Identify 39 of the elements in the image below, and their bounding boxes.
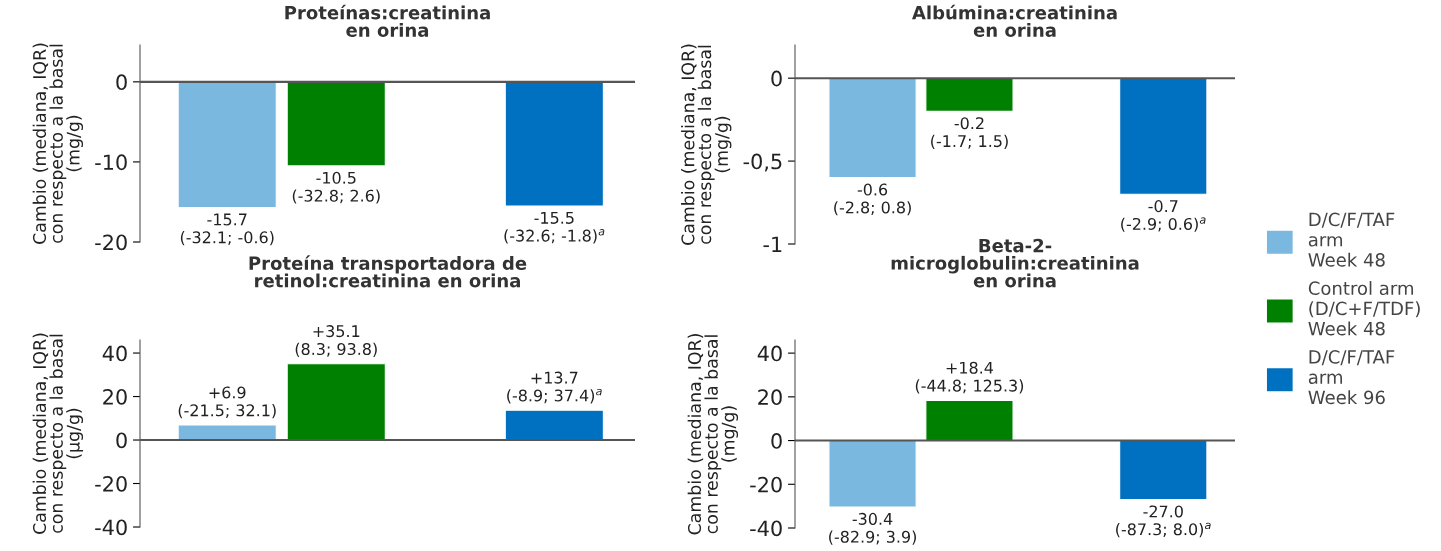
chart-title: Beta-2- microglobulin:creatinina en orina — [891, 238, 1139, 288]
y-tick-label: -40 — [750, 520, 782, 537]
y-tick-label: -20 — [95, 475, 127, 492]
y-tick-label: 40 — [757, 345, 782, 362]
data-label: -27.0 (-87.3; 8.0)$^{a}$ — [1116, 505, 1211, 538]
data-label: -15.7 (-32.1; -0.6) — [180, 213, 274, 246]
data-label: +13.7 (-8.9; 37.4)$^{a}$ — [507, 371, 602, 404]
y-axis-title: Cambio (mediana, IQR) con respecto a la basal (mg/g) — [32, 43, 84, 244]
data-label: +35.1 (8.3; 93.8) — [295, 325, 377, 357]
y-tick-label: 20 — [103, 388, 127, 405]
y-tick-label: -40 — [95, 519, 127, 536]
y-tick-label: -20 — [95, 234, 127, 251]
y-tick-label: 0 — [116, 74, 127, 91]
y-axis-title: Cambio (mediana, IQR) con respecto a la basal (µg/g) — [32, 333, 84, 534]
y-tick-label: -10 — [95, 154, 127, 171]
y-tick-label: 0 — [771, 433, 782, 449]
data-label: -0.2 (-1.7; 1.5) — [931, 117, 1008, 150]
data-label: -0.7 (-2.9; 0.6)$^{a}$ — [1121, 200, 1206, 232]
y-tick-label: 40 — [102, 345, 127, 362]
data-label: -0.6 (-2.8; 0.8) — [834, 183, 911, 216]
legend-label: D/C/F/TAF arm Week 96 — [1308, 350, 1395, 405]
legend-label: Control arm (D/C+F/TDF) Week 48 — [1308, 281, 1420, 336]
data-label: -30.4 (-82.9; 3.9) — [829, 512, 916, 545]
y-tick-label: 0 — [116, 432, 127, 449]
y-tick-label: -0,5 — [743, 153, 782, 172]
chart-title: Albúmina:creatinina en orina — [912, 4, 1117, 37]
chart-title: Proteína transportadora de retinol:creatinina en orina — [249, 255, 527, 288]
y-tick-label: -20 — [750, 476, 782, 493]
y-tick-label: 20 — [758, 389, 782, 406]
data-label: +6.9 (-21.5; 32.1) — [178, 386, 276, 419]
data-label: -15.5 (-32.6; -1.8)$^{a}$ — [504, 212, 605, 244]
data-label: +18.4 (-44.8; 125.3) — [915, 361, 1024, 394]
y-tick-label: -1 — [763, 236, 782, 252]
y-axis-title: Cambio (mediana, IQR) con respecto a la basal (mg/g) — [687, 334, 739, 535]
legend-label: D/C/F/TAF arm Week 48 — [1308, 212, 1395, 267]
y-tick-label: 0 — [771, 70, 782, 87]
chart-title: Proteínas:creatinina en orina — [285, 4, 490, 37]
y-axis-title: Cambio (mediana, IQR) con respecto a la basal (mg/g) — [681, 44, 732, 245]
data-label: -10.5 (-32.8; 2.6) — [292, 171, 380, 204]
